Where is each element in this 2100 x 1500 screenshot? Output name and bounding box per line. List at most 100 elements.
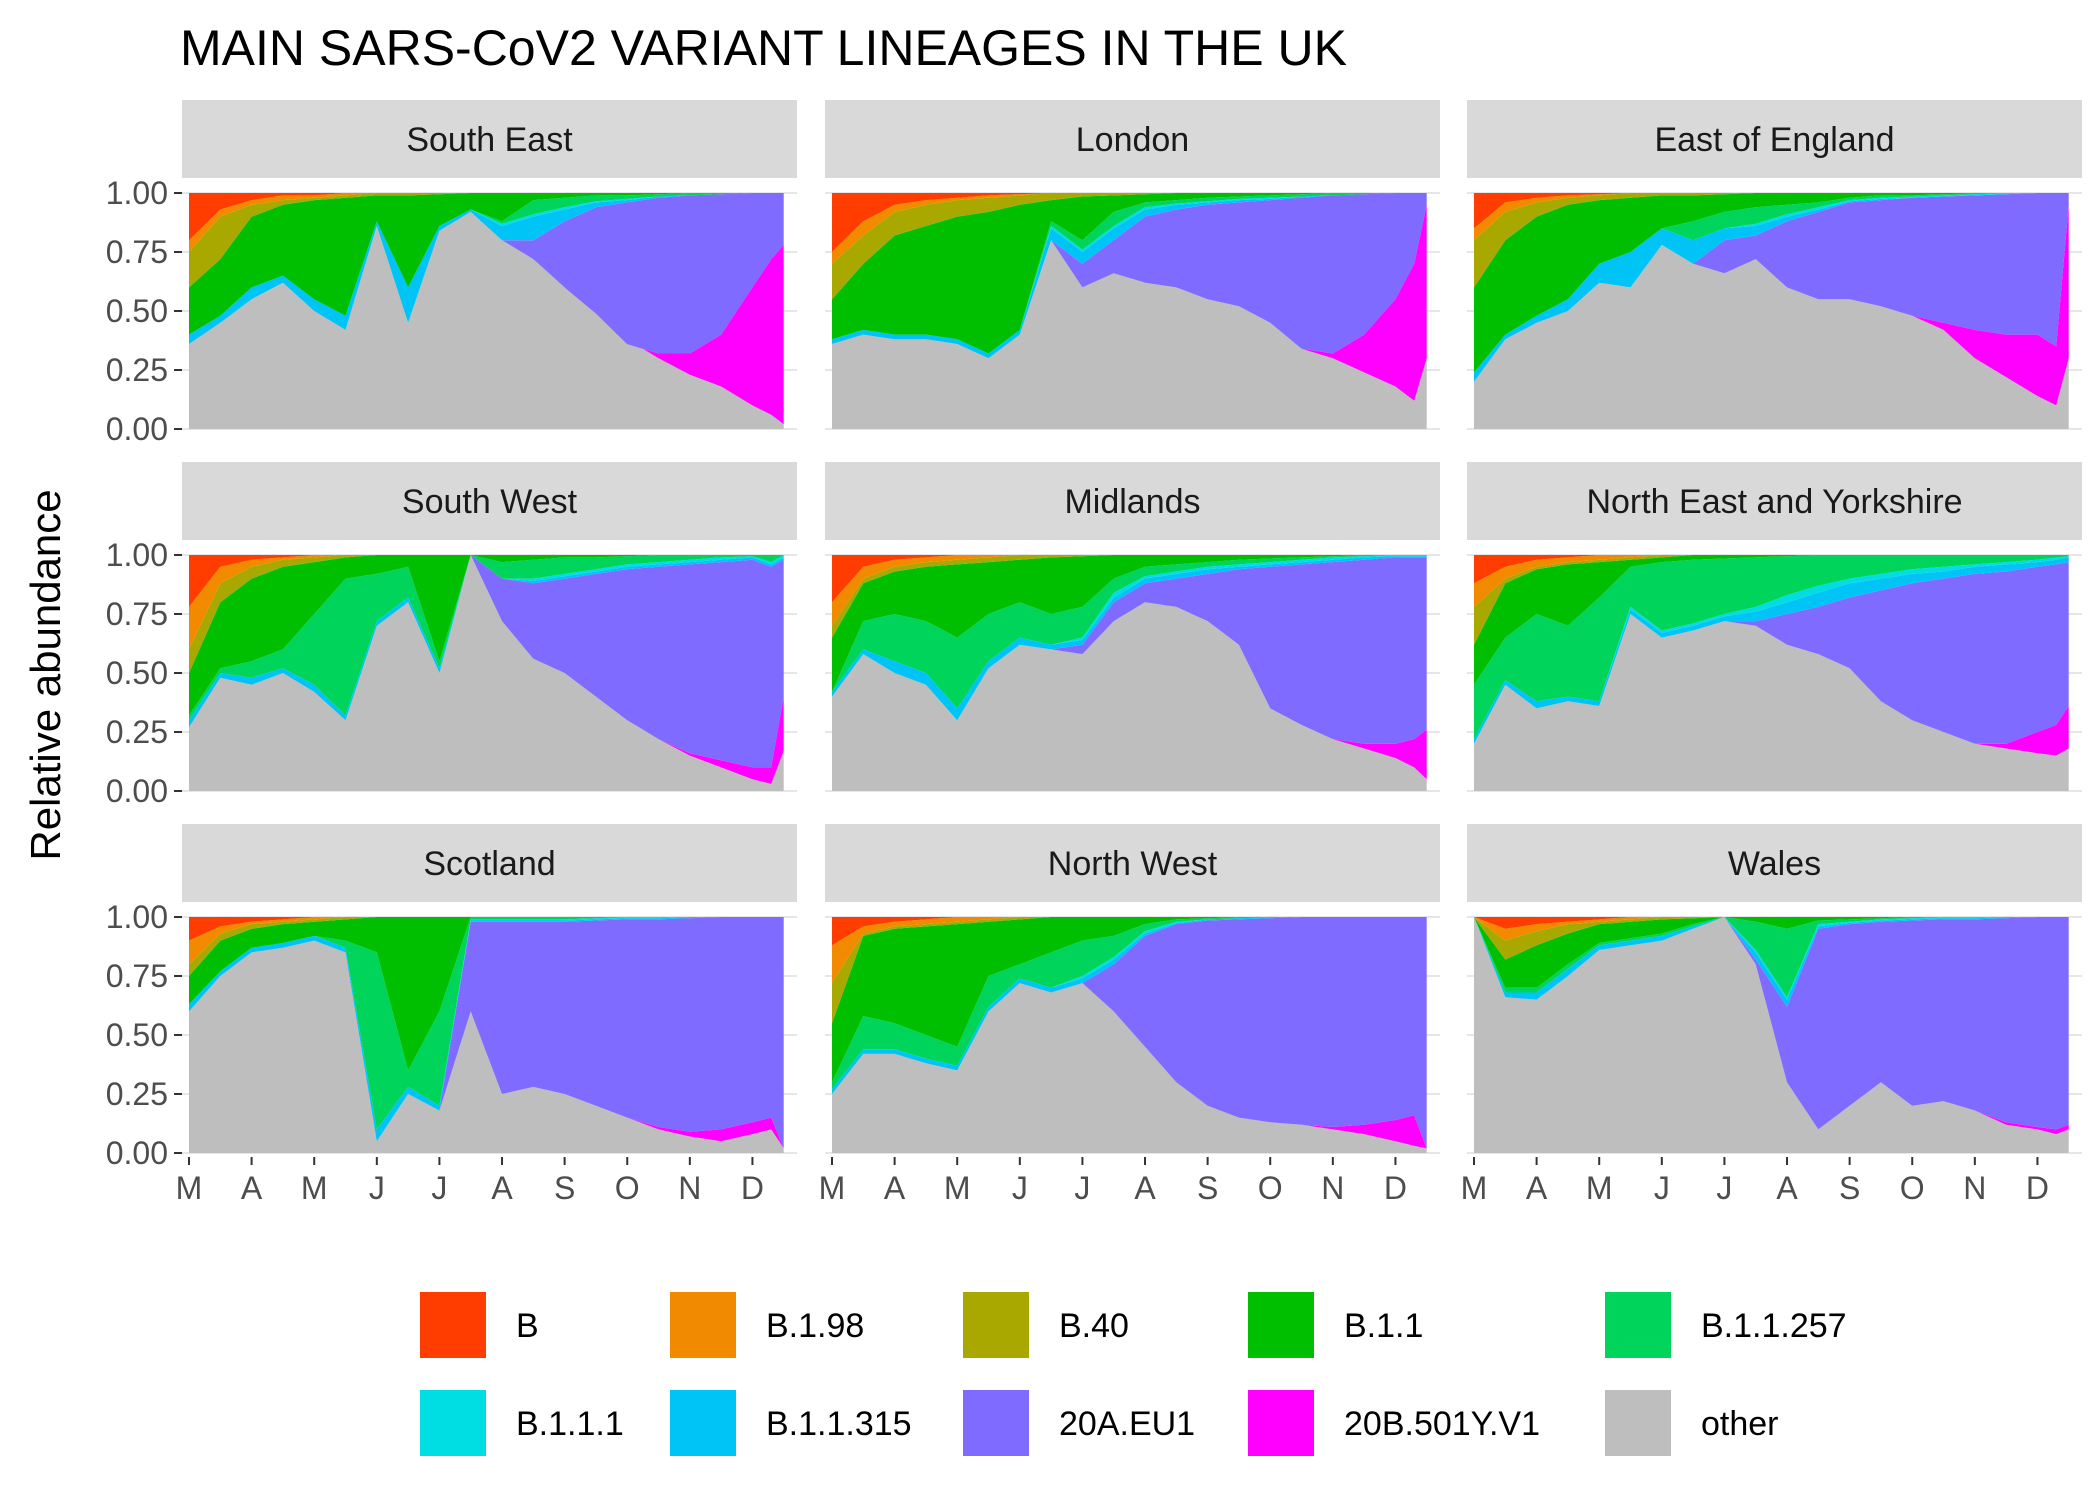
legend-label: B.1.1.257 bbox=[1701, 1307, 1847, 1345]
area-20a-eu1 bbox=[1474, 193, 2069, 382]
x-tick-label: O bbox=[1258, 1170, 1283, 1206]
x-tick-label: J bbox=[431, 1170, 447, 1206]
area-b bbox=[189, 193, 784, 241]
area-other bbox=[189, 940, 784, 1153]
x-tick-label: O bbox=[615, 1170, 640, 1206]
facet-strip bbox=[825, 462, 1440, 540]
y-tick-label: 1.00 bbox=[106, 537, 168, 573]
area-b-1-1-315 bbox=[189, 193, 784, 344]
area-20a-eu1 bbox=[1474, 562, 2069, 744]
facet-label: East of England bbox=[1654, 121, 1894, 159]
facet-label: Midlands bbox=[1064, 483, 1200, 521]
area-other bbox=[1474, 614, 2069, 791]
area-b bbox=[1474, 555, 2069, 584]
facet-label: North West bbox=[1048, 845, 1218, 883]
y-tick-label: 0.00 bbox=[106, 411, 168, 447]
legend-label: B.40 bbox=[1059, 1307, 1129, 1345]
x-tick-label: M bbox=[301, 1170, 328, 1206]
x-tick-label: D bbox=[1384, 1170, 1407, 1206]
y-tick-label: 0.25 bbox=[106, 714, 168, 750]
y-tick-label: 1.00 bbox=[106, 899, 168, 935]
area-other bbox=[832, 602, 1427, 791]
legend-item-b: B bbox=[420, 1292, 539, 1358]
x-tick-label: S bbox=[554, 1170, 575, 1206]
legend-label: other bbox=[1701, 1405, 1779, 1443]
panel-north-west: North West M A M J J A S O N D bbox=[819, 824, 1440, 1206]
area-20b-501y-v1 bbox=[189, 555, 784, 784]
area-b-1-1-315 bbox=[832, 193, 1427, 359]
x-tick-label: J bbox=[1716, 1170, 1732, 1206]
legend-swatch bbox=[670, 1292, 736, 1358]
legend-item-b-1-1-315: B.1.1.315 bbox=[670, 1390, 912, 1456]
facet-strip bbox=[1467, 100, 2082, 178]
area-20a-eu1 bbox=[189, 193, 784, 354]
legend-label: 20A.EU1 bbox=[1059, 1405, 1195, 1443]
legend-swatch bbox=[1605, 1390, 1671, 1456]
x-tick-label: S bbox=[1839, 1170, 1860, 1206]
legend-swatch bbox=[1248, 1390, 1314, 1456]
y-tick-label: 0.50 bbox=[106, 1017, 168, 1053]
facet-label: South East bbox=[406, 121, 573, 159]
x-tick-label: O bbox=[1900, 1170, 1925, 1206]
area-20a-eu1 bbox=[832, 193, 1427, 359]
x-tick-label: A bbox=[1776, 1170, 1798, 1206]
y-tick-label: 0.75 bbox=[106, 958, 168, 994]
legend-label: B.1.1 bbox=[1344, 1307, 1423, 1345]
panel-london: London bbox=[825, 100, 1440, 430]
x-tick-label: J bbox=[369, 1170, 385, 1206]
x-tick-label: M bbox=[1586, 1170, 1613, 1206]
facet-strip bbox=[825, 824, 1440, 902]
facet-label: South West bbox=[402, 483, 578, 521]
area-b bbox=[189, 555, 784, 607]
area-b-1-1 bbox=[1474, 193, 2069, 373]
x-tick-label: A bbox=[491, 1170, 513, 1206]
legend-item-b-1-1-1: B.1.1.1 bbox=[420, 1390, 624, 1456]
panel-north-east-and-yorkshire: North East and Yorkshire bbox=[1467, 462, 2082, 792]
legend-label: B bbox=[516, 1307, 539, 1345]
x-tick-label: J bbox=[1074, 1170, 1090, 1206]
y-tick-label: 0.50 bbox=[106, 293, 168, 329]
area-b-1-1 bbox=[189, 917, 784, 1071]
facet-strip bbox=[1467, 824, 2082, 902]
area-b bbox=[832, 555, 1427, 603]
x-tick-label: N bbox=[678, 1170, 701, 1206]
legend-label: B.1.1.315 bbox=[766, 1405, 912, 1443]
y-tick-label: 1.00 bbox=[106, 175, 168, 211]
area-b-1-98 bbox=[189, 555, 784, 650]
legend-swatch bbox=[420, 1292, 486, 1358]
x-tick-label: J bbox=[1654, 1170, 1670, 1206]
legend-label: 20B.501Y.V1 bbox=[1344, 1405, 1540, 1443]
x-tick-label: S bbox=[1197, 1170, 1218, 1206]
area-20a-eu1 bbox=[189, 555, 784, 768]
legend-item-20a-eu1: 20A.EU1 bbox=[963, 1390, 1195, 1456]
legend-item-other: other bbox=[1605, 1390, 1779, 1456]
area-b-1-1-315 bbox=[1474, 193, 2069, 382]
x-tick-label: M bbox=[1461, 1170, 1488, 1206]
area-b-1-1 bbox=[832, 917, 1427, 1083]
area-b-1-1-257 bbox=[189, 555, 784, 721]
area-b bbox=[832, 193, 1427, 252]
x-tick-label: A bbox=[241, 1170, 263, 1206]
facet-label: North East and Yorkshire bbox=[1586, 483, 1962, 521]
area-b-40 bbox=[832, 917, 1427, 1024]
area-other bbox=[1474, 917, 2069, 1153]
area-b-1-1-315 bbox=[1474, 917, 2069, 1007]
facet-label: Scotland bbox=[423, 845, 555, 883]
facet-strip bbox=[182, 824, 797, 902]
legend-item-b-1-1-257: B.1.1.257 bbox=[1605, 1292, 1847, 1358]
legend-swatch bbox=[420, 1390, 486, 1456]
area-b bbox=[189, 917, 784, 941]
legend: B B.1.98 B.40 B.1.1 B.1.1.257 B.1.1.1 B.1.1.31… bbox=[420, 1292, 1847, 1456]
panel-south-east: South East 0.00 0.25 0.50 0.75 1.00 bbox=[106, 100, 797, 447]
y-tick-label: 0.25 bbox=[106, 352, 168, 388]
legend-item-20b-501y-v1: 20B.501Y.V1 bbox=[1248, 1390, 1540, 1456]
area-b bbox=[1474, 917, 2069, 929]
area-other bbox=[832, 983, 1427, 1153]
area-b-1-1 bbox=[189, 193, 784, 335]
x-tick-label: N bbox=[1963, 1170, 1986, 1206]
area-b-1-98 bbox=[832, 917, 1427, 984]
area-20a-eu1 bbox=[832, 917, 1427, 1149]
area-b-1-1 bbox=[1474, 917, 2069, 988]
y-tick-label: 0.75 bbox=[106, 234, 168, 270]
area-b-1-98 bbox=[832, 555, 1427, 626]
